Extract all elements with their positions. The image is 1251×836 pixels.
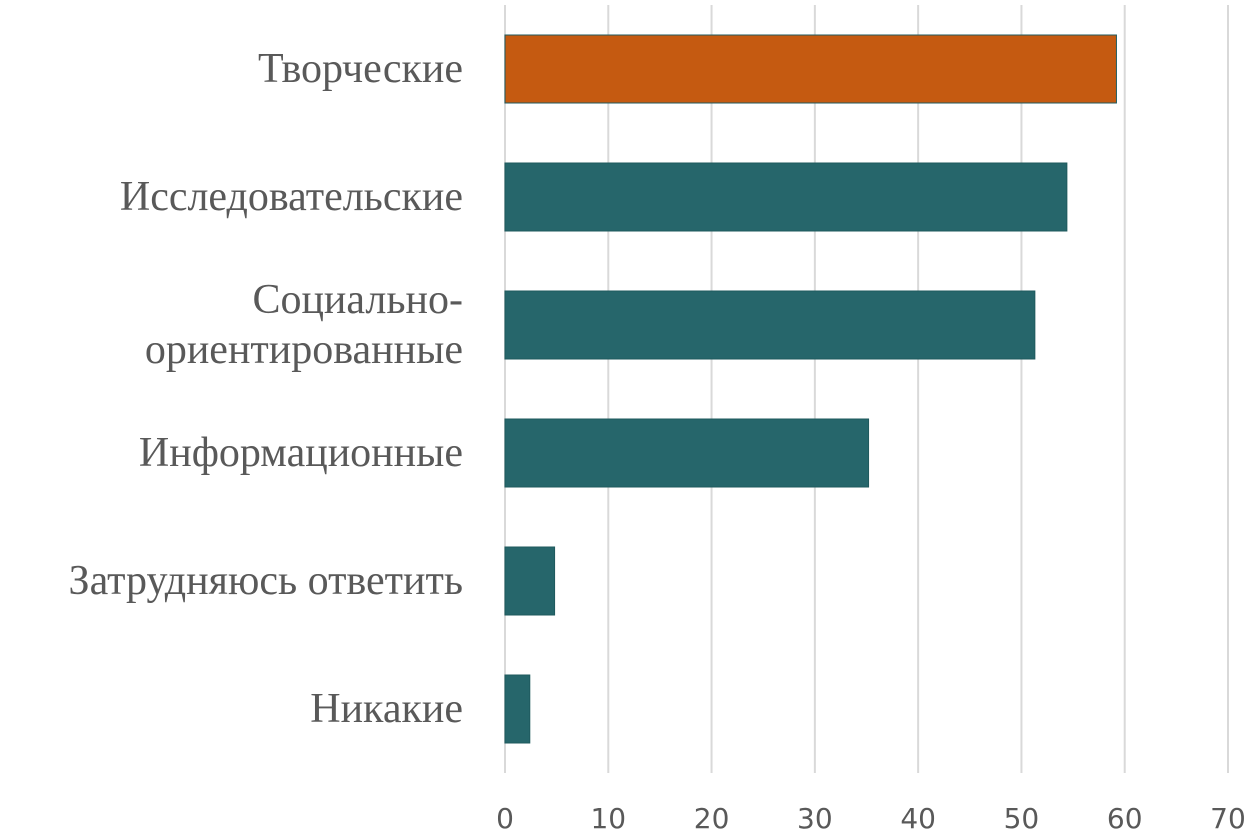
x-tick-label: 70 bbox=[1210, 802, 1246, 835]
bar bbox=[504, 290, 1036, 360]
bar bbox=[504, 674, 531, 744]
x-tick-label: 10 bbox=[590, 802, 626, 835]
category-label: Информационные bbox=[138, 430, 463, 476]
category-label: Затрудняюсь ответить bbox=[68, 558, 463, 604]
x-tick-label: 20 bbox=[694, 802, 730, 835]
category-label: Социально-ориентированные bbox=[144, 277, 463, 373]
category-label: Творческие bbox=[257, 46, 463, 92]
category-label: Никакие bbox=[310, 686, 463, 732]
bar bbox=[504, 34, 1117, 104]
x-tick-label: 30 bbox=[797, 802, 833, 835]
bar bbox=[504, 418, 870, 488]
x-tick-label: 0 bbox=[496, 802, 514, 835]
category-label: Исследовательские bbox=[119, 174, 463, 220]
bar bbox=[504, 162, 1068, 232]
x-tick-label: 40 bbox=[900, 802, 936, 835]
x-tick-label: 60 bbox=[1107, 802, 1143, 835]
x-tick-label: 50 bbox=[1004, 802, 1040, 835]
bar bbox=[504, 546, 556, 616]
